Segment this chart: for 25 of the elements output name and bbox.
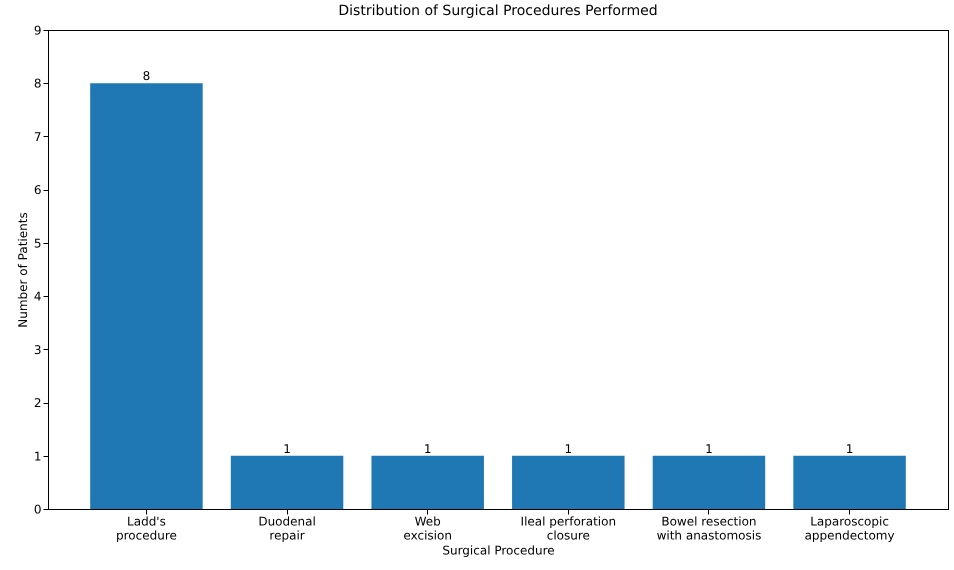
x-tick-label: Ileal perforation closure bbox=[520, 514, 616, 542]
y-tick-label: 5 bbox=[34, 236, 42, 250]
x-tick-label: Duodenal repair bbox=[258, 514, 316, 542]
y-tick-label: 3 bbox=[34, 342, 42, 357]
y-tick-label: 4 bbox=[34, 290, 42, 304]
data-label: 1 bbox=[846, 442, 854, 456]
y-axis-title: Number of Patients bbox=[16, 212, 30, 328]
y-tick-label: 7 bbox=[34, 130, 42, 144]
x-tick-label: Laparoscopic appendectomy bbox=[804, 514, 895, 542]
y-tick-label: 6 bbox=[34, 183, 42, 198]
data-label: 1 bbox=[283, 442, 291, 456]
y-tick-label: 8 bbox=[34, 76, 42, 91]
x-axis-title: Surgical Procedure bbox=[442, 544, 555, 558]
data-label: 1 bbox=[705, 442, 713, 456]
x-tick-label: Bowel resection with anastomosis bbox=[656, 514, 762, 542]
data-label: 8 bbox=[142, 69, 150, 84]
y-tick-label: 0 bbox=[34, 502, 42, 516]
data-label: 1 bbox=[564, 442, 572, 456]
x-tick-label: Ladd's procedure bbox=[116, 514, 177, 542]
x-tick-label: Web excision bbox=[403, 514, 452, 542]
y-tick-label: 2 bbox=[34, 396, 42, 410]
chart-title: Distribution of Surgical Procedures Performed bbox=[338, 3, 658, 19]
y-tick-label: 1 bbox=[34, 449, 42, 464]
y-tick-label: 9 bbox=[34, 24, 42, 38]
data-label: 1 bbox=[424, 442, 432, 456]
